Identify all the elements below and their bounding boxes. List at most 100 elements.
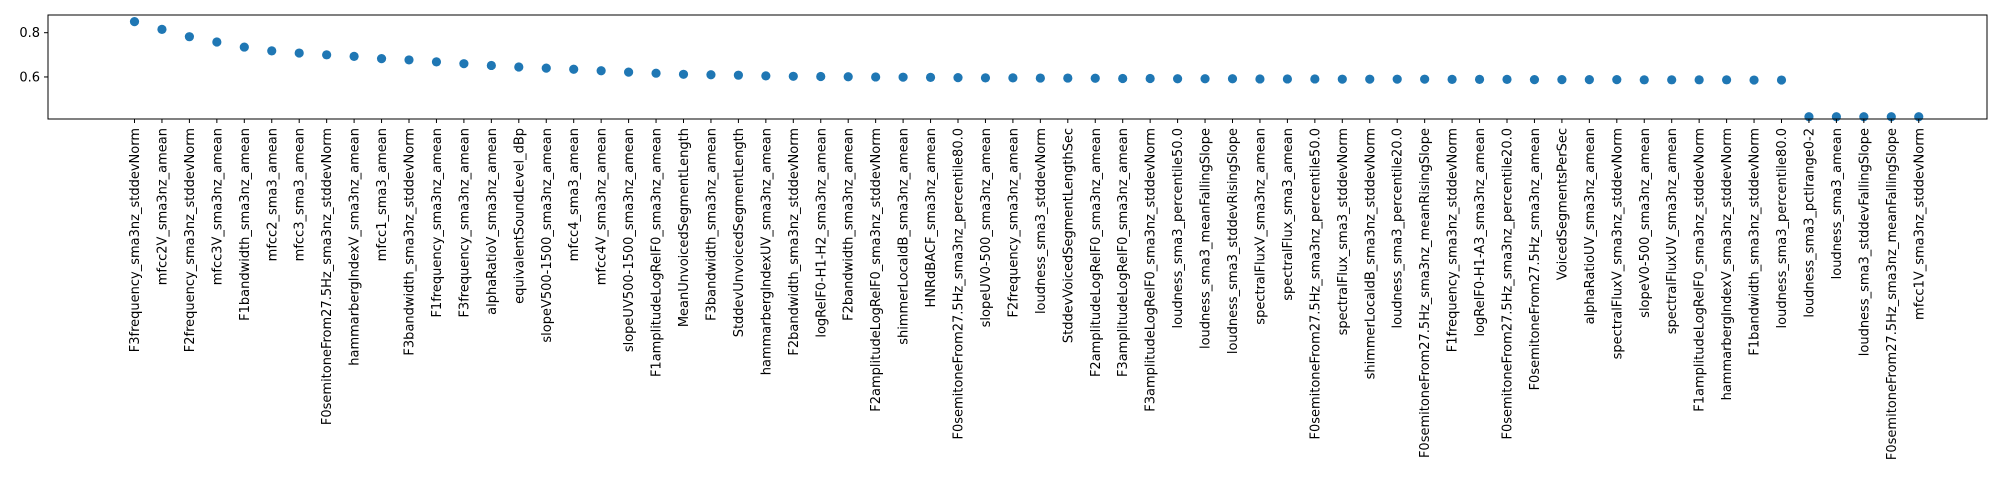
data-point (1474, 74, 1485, 84)
x-tick-label: F3bandwidth_sma3nz_amean (704, 128, 719, 321)
x-tick-label: mfcc3_sma3_amean (293, 128, 308, 261)
x-tick-label: F0semitoneFrom27.5Hz_sma3nz_percentile50… (1308, 128, 1323, 440)
data-point (624, 67, 634, 77)
data-point (1502, 74, 1512, 84)
x-tick-label: loudness_sma3_stddevFallingSlope (1857, 128, 1872, 356)
x-tick-label: F1amplitudeLogRelF0_sma3nz_amean (650, 128, 665, 377)
data-point (431, 57, 442, 67)
x-tick-label: logRelF0-H1-H2_sma3nz_amean (814, 128, 829, 338)
data-point (294, 48, 304, 58)
x-tick-label: spectralFluxV_sma3nz_amean (1253, 128, 1268, 325)
data-point (1063, 73, 1073, 83)
x-tick-label: F2amplitudeLogRelF0_sma3nz_amean (1089, 128, 1104, 377)
data-point (1529, 75, 1540, 85)
data-point (1667, 75, 1677, 85)
x-tick-label: mfcc1_sma3_amean (375, 128, 390, 261)
x-tick-label: slopeV500-1500_sma3nz_amean (540, 128, 555, 343)
data-point (1420, 74, 1430, 84)
data-point (1557, 75, 1567, 85)
x-tick-label: loudness_sma3_amean (1830, 128, 1845, 279)
data-point (1749, 75, 1759, 85)
x-tick-label: loudness_sma3_percentile20.0 (1391, 128, 1406, 328)
x-tick-label: F3frequency_sma3nz_stddevNorm (128, 128, 143, 352)
x-tick-label: HNRdBACF_sma3nz_amean (924, 128, 939, 308)
x-tick-label: F1bandwidth_sma3nz_amean (238, 128, 253, 321)
data-point (569, 64, 579, 74)
x-tick-label: loudness_sma3_meanFallingSlope (1199, 128, 1214, 349)
x-tick-label: logRelF0-H1-A3_sma3nz_amean (1473, 128, 1488, 337)
x-tick-label: loudness_sma3_percentile80.0 (1775, 128, 1790, 328)
data-point (267, 46, 277, 56)
data-point (404, 55, 414, 65)
x-tick-label: mfcc2_sma3_amean (265, 128, 280, 261)
data-point (129, 17, 140, 27)
data-point (1255, 74, 1265, 84)
x-tick-label: F2bandwidth_sma3nz_amean (842, 128, 857, 321)
data-points (129, 17, 1924, 122)
x-tick-label: F0semitoneFrom27.5Hz_sma3nz_meanRisingSl… (1418, 128, 1433, 458)
data-point (1200, 74, 1210, 84)
x-tick-label: F1frequency_sma3nz_stddevNorm (1446, 128, 1461, 352)
data-point (239, 42, 249, 52)
data-point (1282, 74, 1292, 84)
y-axis: 0.6 0.8 (19, 26, 48, 85)
data-point (1776, 75, 1787, 85)
data-point (1145, 73, 1155, 84)
x-tick-label: F3amplitudeLogRelF0_sma3nz_stddevNorm (1144, 128, 1159, 412)
x-tick-label: F2bandwidth_sma3nz_stddevNorm (787, 128, 802, 356)
x-tick-label: loudness_sma3_stddevRisingSlope (1226, 128, 1241, 354)
x-tick-label: loudness_sma3_stddevNorm (1034, 128, 1049, 314)
x-tick-label: mfcc1V_sma3nz_stddevNorm (1912, 128, 1927, 320)
data-point (1090, 73, 1100, 83)
data-point (761, 71, 771, 81)
data-point (1584, 75, 1594, 85)
data-point (1008, 73, 1018, 83)
x-tick-label: F1amplitudeLogRelF0_sma3nz_stddevNorm (1693, 128, 1708, 412)
data-point (1694, 75, 1704, 85)
x-tick-label: F3amplitudeLogRelF0_sma3nz_amean (1116, 128, 1131, 377)
x-tick-label: StddevUnvoicedSegmentLength (732, 128, 747, 337)
y-tick-label: 0.8 (19, 26, 40, 41)
data-point (157, 24, 167, 34)
x-tick-label: spectralFluxV_sma3nz_stddevNorm (1610, 128, 1625, 359)
plot-frame (47, 14, 1988, 120)
x-tick-label: alphaRatioUV_sma3nz_amean (1583, 128, 1598, 324)
data-point (898, 72, 908, 82)
x-tick-label: mfcc4V_sma3nz_amean (595, 128, 610, 285)
x-tick-label: F0semitoneFrom27.5Hz_sma3nz_amean (1528, 128, 1543, 390)
x-tick-label: spectralFlux_sma3_amean (1281, 128, 1296, 301)
x-tick-label: alphaRatioV_sma3nz_amean (485, 128, 500, 315)
data-point (596, 66, 606, 76)
x-axis: F3frequency_sma3nz_stddevNorm mfcc2V_sma3… (128, 119, 1927, 460)
x-tick-label: F2frequency_sma3nz_stddevNorm (183, 128, 198, 352)
data-point (1173, 74, 1183, 84)
data-point (212, 37, 222, 47)
x-tick-label: F1bandwidth_sma3nz_stddevNorm (1748, 128, 1763, 356)
data-point (1310, 74, 1320, 84)
x-tick-label: equivalentSoundLevel_dBp (512, 128, 527, 304)
data-point (349, 51, 359, 61)
data-point (459, 59, 469, 69)
x-tick-label: F0semitoneFrom27.5Hz_sma3nz_percentile80… (952, 128, 967, 440)
x-tick-label: slopeV0-500_sma3nz_amean (1638, 128, 1653, 318)
x-tick-label: loudness_sma3_pctlrange0-2 (1802, 128, 1817, 318)
x-tick-label: hammarbergIndexV_sma3nz_amean (348, 128, 363, 366)
data-point (376, 53, 387, 64)
x-tick-label: F3frequency_sma3nz_amean (457, 128, 472, 318)
data-point (184, 32, 194, 42)
data-point (1639, 75, 1649, 85)
x-tick-label: hammarbergIndexUV_sma3nz_amean (759, 128, 774, 375)
x-tick-label: hammarbergIndexV_sma3nz_stddevNorm (1720, 128, 1735, 400)
data-point (980, 73, 991, 83)
x-tick-label: F2frequency_sma3nz_amean (1006, 128, 1021, 318)
data-point (706, 70, 716, 80)
x-tick-label: mfcc4_sma3_amean (567, 128, 582, 261)
data-point (1392, 74, 1402, 84)
x-tick-label: MeanUnvoicedSegmentLength (677, 128, 692, 327)
data-point (1337, 74, 1347, 84)
x-tick-label: StddevVoicedSegmentLengthSec (1061, 128, 1076, 343)
data-point (1722, 75, 1732, 85)
x-tick-label: F2amplitudeLogRelF0_sma3nz_stddevNorm (869, 128, 884, 412)
x-tick-label: slopeUV500-1500_sma3nz_amean (622, 128, 637, 352)
